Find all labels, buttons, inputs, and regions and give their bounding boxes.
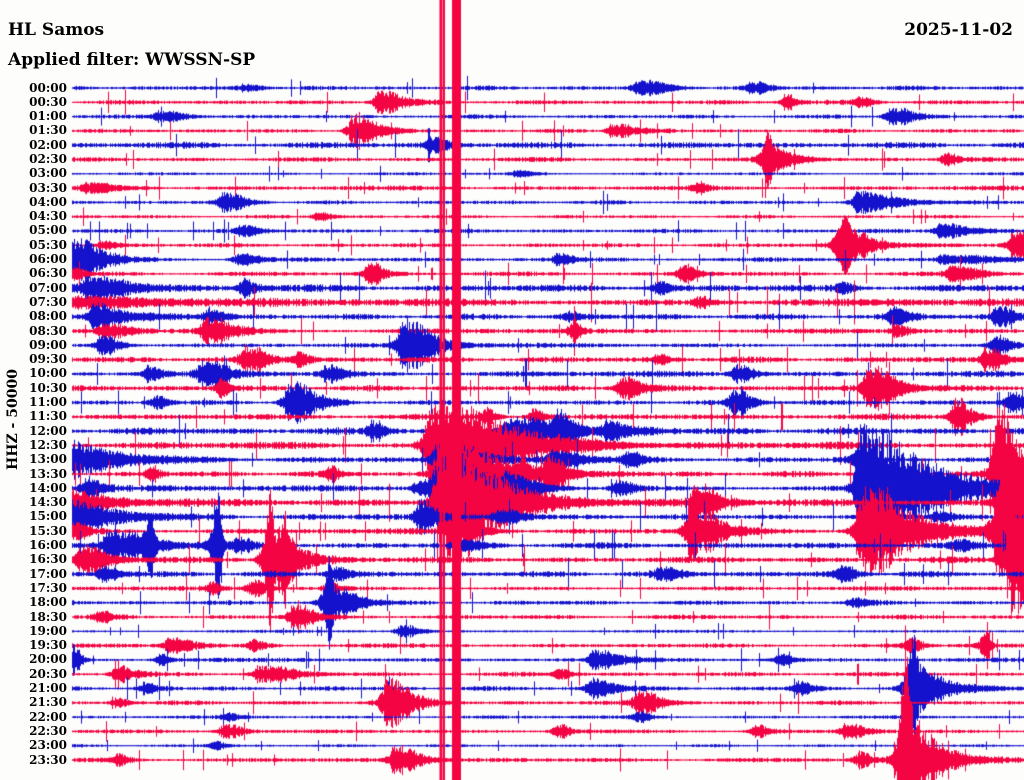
row-time-label: 12:00 (29, 423, 67, 438)
row-time-label: 02:30 (29, 151, 67, 166)
row-time-label: 05:00 (29, 223, 67, 238)
row-time-label: 07:00 (29, 280, 67, 295)
row-time-label: 22:30 (29, 723, 67, 738)
row-time-label: 05:30 (29, 237, 67, 252)
row-time-label: 14:30 (29, 495, 67, 510)
row-time-label: 03:00 (29, 166, 67, 181)
row-time-label: 09:30 (29, 352, 67, 367)
row-time-label: 01:00 (29, 109, 67, 124)
row-time-label: 15:30 (29, 523, 67, 538)
row-time-label: 20:00 (29, 652, 67, 667)
row-time-label: 17:30 (29, 580, 67, 595)
row-time-label: 13:00 (29, 452, 67, 467)
row-time-label: 11:00 (29, 395, 67, 410)
row-time-label: 13:30 (29, 466, 67, 481)
row-time-label: 06:00 (29, 252, 67, 267)
row-time-label: 07:30 (29, 294, 67, 309)
date-label: 2025-11-02 (904, 20, 1013, 40)
row-time-label: 15:00 (29, 509, 67, 524)
row-time-label: 10:30 (29, 380, 67, 395)
filter-label: Applied filter: WWSSN-SP (8, 50, 256, 70)
row-time-label: 10:00 (29, 366, 67, 381)
row-time-label: 18:00 (29, 595, 67, 610)
row-time-label: 00:30 (29, 94, 67, 109)
row-time-label: 16:30 (29, 552, 67, 567)
row-time-label: 21:00 (29, 681, 67, 696)
row-time-label: 09:00 (29, 337, 67, 352)
row-time-label: 12:30 (29, 437, 67, 452)
row-time-label: 23:00 (29, 738, 67, 753)
row-time-label: 22:00 (29, 709, 67, 724)
row-time-label: 00:00 (29, 80, 67, 95)
row-time-label: 03:30 (29, 180, 67, 195)
time-axis-labels: 00:00 00:30 01:00 01:30 02:00 02:30 03:00 03:30… (0, 0, 67, 780)
station-title: HL Samos (8, 20, 105, 40)
row-time-label: 01:30 (29, 123, 67, 138)
row-time-label: 19:00 (29, 623, 67, 638)
row-time-label: 11:30 (29, 409, 67, 424)
row-time-label: 04:30 (29, 209, 67, 224)
row-time-label: 14:00 (29, 480, 67, 495)
row-time-label: 18:30 (29, 609, 67, 624)
row-time-label: 08:30 (29, 323, 67, 338)
row-time-label: 23:30 (29, 752, 67, 767)
row-time-label: 16:00 (29, 538, 67, 553)
row-time-label: 19:30 (29, 638, 67, 653)
row-time-label: 17:00 (29, 566, 67, 581)
row-time-label: 21:30 (29, 695, 67, 710)
row-time-label: 02:00 (29, 137, 67, 152)
row-time-label: 08:00 (29, 309, 67, 324)
row-time-label: 20:30 (29, 666, 67, 681)
row-time-label: 06:30 (29, 266, 67, 281)
row-time-label: 04:00 (29, 194, 67, 209)
